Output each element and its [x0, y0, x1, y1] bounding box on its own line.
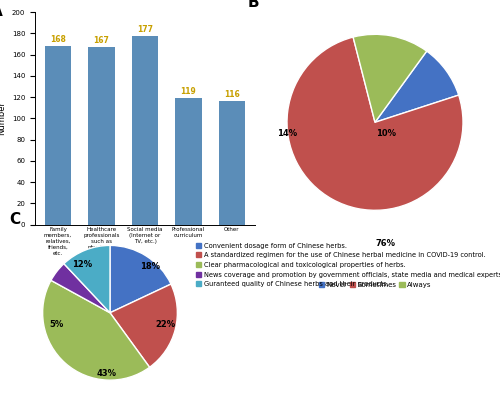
- Text: 10%: 10%: [376, 129, 396, 138]
- Text: 168: 168: [50, 35, 66, 44]
- Y-axis label: Number: Number: [0, 101, 6, 135]
- Text: B: B: [248, 0, 259, 10]
- Text: 177: 177: [137, 25, 153, 34]
- Text: 167: 167: [94, 36, 110, 45]
- Wedge shape: [110, 284, 178, 367]
- Text: 14%: 14%: [277, 129, 297, 138]
- Text: 12%: 12%: [72, 260, 92, 269]
- Text: 76%: 76%: [376, 239, 396, 248]
- Text: 18%: 18%: [140, 263, 160, 271]
- Bar: [132, 36, 158, 225]
- Text: 43%: 43%: [96, 369, 116, 378]
- Legend: Never, Sometimes, Always: Never, Sometimes, Always: [316, 279, 434, 290]
- Wedge shape: [287, 37, 463, 210]
- Wedge shape: [42, 280, 150, 380]
- Wedge shape: [64, 245, 110, 313]
- Wedge shape: [51, 264, 110, 313]
- Text: 116: 116: [224, 90, 240, 99]
- Wedge shape: [375, 51, 458, 122]
- Text: A: A: [0, 4, 3, 18]
- Text: C: C: [9, 212, 20, 227]
- Bar: [45, 46, 71, 225]
- Legend: Convenient dosage form of Chinese herbs., A standardized regimen for the use of : Convenient dosage form of Chinese herbs.…: [194, 240, 500, 290]
- Wedge shape: [110, 245, 171, 313]
- Wedge shape: [353, 34, 426, 122]
- Bar: [176, 98, 202, 225]
- Bar: [88, 47, 115, 225]
- Text: 22%: 22%: [155, 320, 176, 329]
- Bar: [219, 101, 245, 225]
- Text: 5%: 5%: [49, 320, 63, 329]
- Text: 119: 119: [180, 87, 196, 96]
